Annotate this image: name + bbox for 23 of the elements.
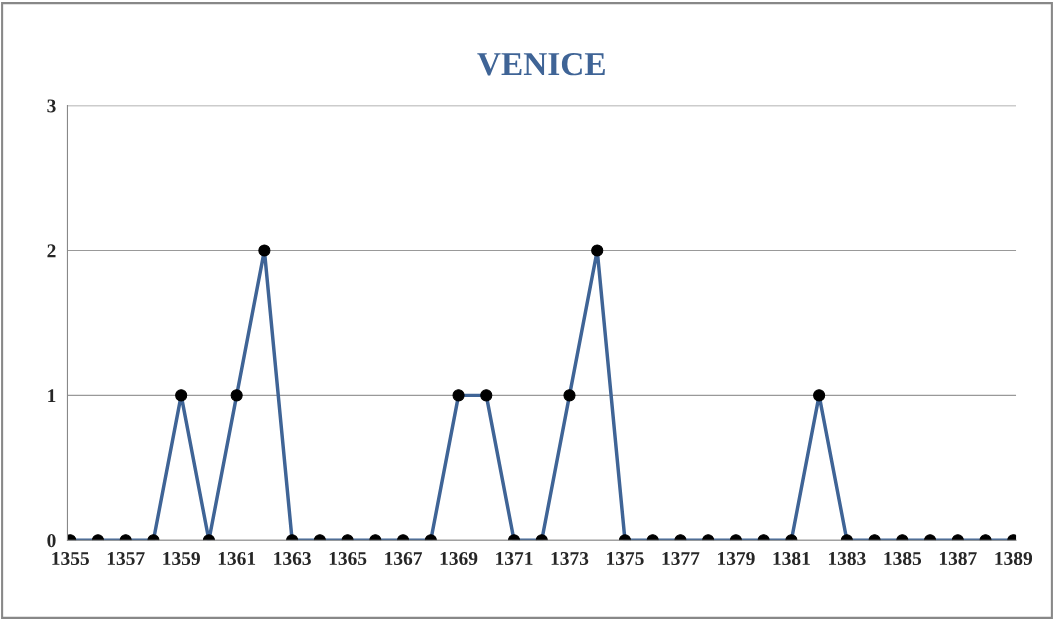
x-tick-label: 1367 <box>385 552 423 566</box>
x-tick-label: 1387 <box>939 551 977 566</box>
chart-title: VENICE <box>477 52 605 76</box>
x-tick-label: 1359 <box>163 552 200 566</box>
y-tick-label: 3 <box>47 99 56 113</box>
x-tick-label: 1363 <box>274 552 311 566</box>
x-tick-label: 1365 <box>329 552 367 566</box>
x-tick-label: 1385 <box>884 551 922 566</box>
x-tick-label: 1373 <box>551 552 589 566</box>
x-tick-label: 1355 <box>52 552 89 566</box>
y-tick-label: 0 <box>47 534 56 548</box>
y-tick-label: 1 <box>48 389 56 403</box>
x-tick-label: 1381 <box>773 551 810 566</box>
x-tick-label: 1389 <box>995 551 1033 566</box>
x-tick-label: 1377 <box>662 552 700 566</box>
y-tick-label: 2 <box>47 244 56 258</box>
x-tick-label: 1369 <box>440 552 478 566</box>
x-tick-label: 1361 <box>218 552 256 566</box>
x-tick-label: 1379 <box>718 552 755 566</box>
x-tick-label: 1375 <box>607 552 644 566</box>
x-tick-label: 1371 <box>496 552 533 566</box>
x-tick-label: 1357 <box>107 552 145 566</box>
x-tick-label: 1383 <box>828 551 866 566</box>
